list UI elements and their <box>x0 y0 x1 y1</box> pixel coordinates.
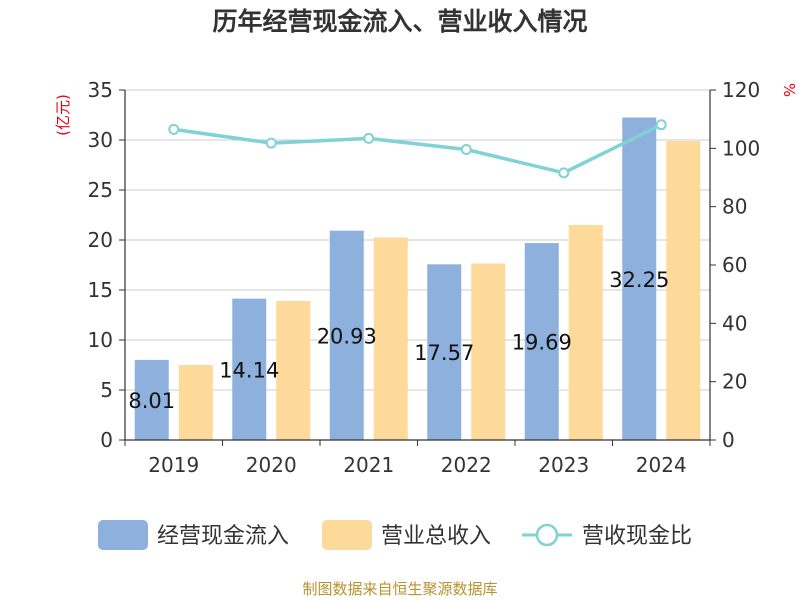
y-right-tick-label: 20 <box>722 370 747 394</box>
legend-swatch-cash-inflow <box>98 520 148 550</box>
bar-cash-inflow-2023 <box>524 243 559 440</box>
y-right-tick-label: 100 <box>722 136 760 160</box>
legend-swatch-revenue <box>322 520 372 550</box>
bar-revenue-2022 <box>471 263 506 440</box>
y-left-tick-label: 5 <box>100 378 113 402</box>
y-right-tick-label: 80 <box>722 195 747 219</box>
bar-cash-inflow-2024 <box>622 117 657 440</box>
x-tick-label-2022: 2022 <box>441 453 492 477</box>
data-label-2021: 20.93 <box>317 324 377 348</box>
data-label-2022: 17.57 <box>414 341 474 365</box>
bar-revenue-2023 <box>568 225 603 440</box>
data-label-2024: 32.25 <box>609 268 669 292</box>
data-label-2023: 19.69 <box>512 331 572 355</box>
x-tick-label-2021: 2021 <box>343 453 394 477</box>
line-point-2022 <box>460 144 472 155</box>
x-tick-label-2023: 2023 <box>538 453 589 477</box>
line-point-2021 <box>363 132 375 144</box>
y-left-tick-label: 0 <box>100 428 113 452</box>
y-left-tick-label: 30 <box>88 128 113 152</box>
y-right-tick-label: 0 <box>722 428 735 452</box>
bar-cash-inflow-2021 <box>329 230 364 440</box>
y-right-tick-label: 40 <box>722 311 747 335</box>
line-point-2020 <box>265 137 277 149</box>
bar-cash-inflow-2022 <box>427 264 462 440</box>
legend-swatch-marker <box>535 523 559 547</box>
line-point-2024 <box>655 119 667 131</box>
y-left-tick-label: 35 <box>88 78 113 102</box>
source-note: 制图数据来自恒生聚源数据库 <box>302 580 498 598</box>
bar-cash-inflow-2020 <box>232 298 267 440</box>
legend-label-revenue: 营业总收入 <box>381 524 491 549</box>
y-left-tick-label: 25 <box>88 178 113 202</box>
bar-revenue-2024 <box>666 141 701 440</box>
y-right-unit: % <box>780 83 798 97</box>
line-point-2019 <box>168 123 180 135</box>
data-label-2019: 8.01 <box>128 389 175 413</box>
y-left-tick-label: 15 <box>88 278 113 302</box>
y-right-tick-label: 120 <box>722 78 760 102</box>
y-left-tick-label: 20 <box>88 228 113 252</box>
chart-title: 历年经营现金流入、营业收入情况 <box>212 7 588 36</box>
line-revenue-cash-ratio <box>173 123 663 175</box>
line-point-2023 <box>558 167 570 179</box>
y-left-tick-label: 10 <box>88 328 113 352</box>
bar-revenue-2021 <box>373 237 408 440</box>
legend-label-ratio: 营收现金比 <box>582 524 692 549</box>
x-tick-label-2020: 2020 <box>246 453 297 477</box>
legend-label-cash-inflow: 经营现金流入 <box>157 524 289 549</box>
bar-cash-inflow-2019 <box>134 359 169 440</box>
bar-revenue-2019 <box>178 365 213 440</box>
x-tick-label-2019: 2019 <box>148 453 199 477</box>
bar-revenue-2020 <box>276 301 311 440</box>
x-tick-label-2024: 2024 <box>636 453 687 477</box>
y-left-unit: (亿元) <box>54 94 72 136</box>
data-label-2020: 14.14 <box>219 358 279 382</box>
y-right-tick-label: 60 <box>722 253 747 277</box>
